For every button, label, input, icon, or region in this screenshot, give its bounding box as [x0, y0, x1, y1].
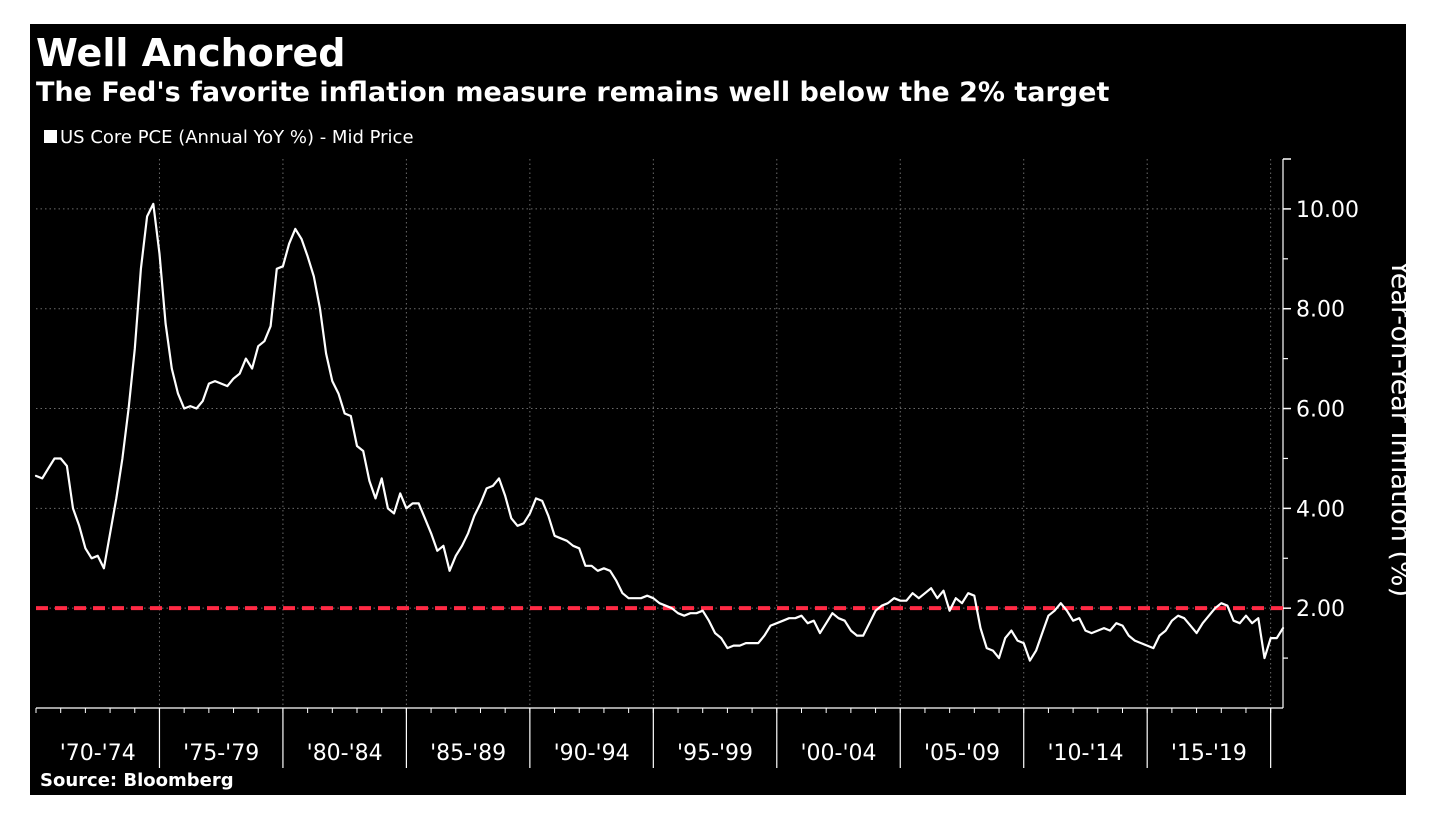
label-layer: 2.00 4.00 6.00 8.00 10.00 '70-'74 '75-'79 '80-'… — [60, 198, 1406, 766]
legend: US Core PCE (Annual YoY %) - Mid Price — [44, 126, 414, 150]
x-tick-label: '75-'79 — [183, 741, 259, 766]
axis-layer — [35, 158, 1291, 768]
x-tick-label: '90-'94 — [554, 741, 630, 766]
x-tick-label: '95-'99 — [677, 741, 753, 766]
legend-entry: US Core PCE (Annual YoY %) - Mid Price — [60, 127, 414, 148]
y-tick-label: 10.00 — [1296, 198, 1359, 223]
grid-layer — [36, 159, 1283, 708]
x-tick-label: '70-'74 — [60, 741, 136, 766]
x-tick-label: '10-'14 — [1047, 741, 1123, 766]
legend-swatch — [44, 130, 57, 143]
y-tick-label: 4.00 — [1296, 497, 1345, 522]
source-note: Source: Bloomberg — [40, 770, 234, 791]
y-tick-label: 8.00 — [1296, 298, 1345, 323]
x-tick-label: '00-'04 — [801, 741, 877, 766]
chart-title: Well Anchored — [36, 31, 346, 75]
y-tick-label: 6.00 — [1296, 398, 1345, 423]
chart-panel: 2.00 4.00 6.00 8.00 10.00 '70-'74 '75-'79 '80-'… — [30, 24, 1406, 795]
x-tick-label: '85-'89 — [430, 741, 506, 766]
series-layer — [34, 202, 1285, 662]
series-line-core-pce — [34, 202, 1285, 662]
y-axis-label: Year-on-Year Inflation (%) — [1385, 259, 1406, 597]
x-tick-label: '15-'19 — [1171, 741, 1247, 766]
chart-subtitle: The Fed's favorite inflation measure rem… — [36, 77, 1110, 108]
x-tick-label: '05-'09 — [924, 741, 1000, 766]
x-tick-label: '80-'84 — [307, 741, 383, 766]
chart-svg: 2.00 4.00 6.00 8.00 10.00 '70-'74 '75-'79 '80-'… — [34, 158, 1406, 768]
y-tick-label: 2.00 — [1296, 597, 1345, 622]
